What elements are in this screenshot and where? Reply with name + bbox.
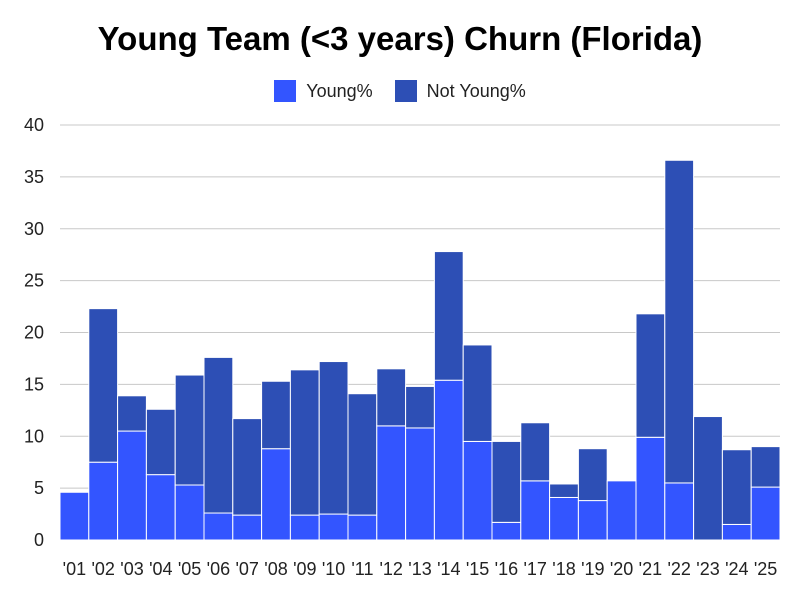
- bar-young: [174, 484, 205, 541]
- x-tick-label: '25: [754, 559, 777, 579]
- bar-not-young: [577, 448, 608, 502]
- x-tick-label: '15: [466, 559, 489, 579]
- bar-young: [606, 480, 637, 541]
- y-tick-label: 15: [24, 374, 44, 394]
- legend-item-not-young: Not Young%: [394, 80, 526, 102]
- bar-not-young: [462, 344, 493, 442]
- y-tick-label: 10: [24, 426, 44, 446]
- x-tick-label: '18: [552, 559, 575, 579]
- x-tick-label: '06: [207, 559, 230, 579]
- legend-swatch-young: [274, 80, 297, 102]
- bar-young: [88, 461, 119, 541]
- bar-young: [318, 513, 349, 541]
- x-tick-label: '17: [523, 559, 546, 579]
- bar-not-young: [318, 361, 349, 515]
- bar-not-young: [405, 385, 435, 429]
- bar-young: [261, 448, 291, 541]
- x-tick-label: '20: [610, 559, 633, 579]
- bar-young: [433, 379, 464, 541]
- x-tick-label: '13: [408, 559, 431, 579]
- bar-not-young: [664, 159, 695, 484]
- bar-young: [491, 521, 522, 541]
- x-tick-label: '24: [725, 559, 748, 579]
- bar-not-young: [433, 251, 464, 381]
- legend-swatch-not-young: [394, 80, 417, 102]
- bar-not-young: [520, 422, 551, 482]
- bar-not-young: [232, 418, 263, 516]
- legend-item-young: Young%: [274, 80, 373, 102]
- x-tick-label: '07: [235, 559, 258, 579]
- bar-young: [750, 486, 781, 541]
- bar-young: [721, 523, 752, 541]
- x-tick-label: '03: [120, 559, 143, 579]
- x-tick-label: '08: [264, 559, 287, 579]
- x-tick-label: '14: [437, 559, 460, 579]
- x-tick-label: '22: [667, 559, 690, 579]
- x-tick-label: '05: [178, 559, 201, 579]
- x-tick-label: '04: [149, 559, 172, 579]
- bar-young: [549, 496, 579, 541]
- bar-young: [347, 514, 378, 541]
- bar-not-young: [376, 368, 407, 427]
- bar-not-young: [203, 356, 234, 514]
- y-tick-label: 35: [24, 167, 44, 187]
- x-tick-label: '23: [696, 559, 719, 579]
- x-tick-label: '10: [322, 559, 345, 579]
- bar-not-young: [145, 408, 176, 476]
- bar-not-young: [289, 369, 320, 516]
- bar-young: [405, 427, 435, 541]
- legend-label-not-young: Not Young%: [426, 80, 526, 101]
- bar-young: [520, 480, 551, 541]
- legend: Young% Not Young%: [0, 80, 800, 102]
- x-tick-label: '11: [351, 559, 373, 579]
- y-tick-label: 5: [34, 478, 44, 498]
- bar-not-young: [261, 380, 291, 450]
- bar-young: [635, 436, 666, 541]
- bar-not-young: [117, 395, 147, 432]
- bar-not-young: [347, 393, 378, 516]
- bar-not-young: [174, 374, 205, 486]
- bar-young: [117, 430, 147, 541]
- bar-not-young: [693, 416, 723, 541]
- y-tick-label: 30: [24, 219, 44, 239]
- x-tick-label: '01: [63, 559, 86, 579]
- x-tick-label: '09: [293, 559, 316, 579]
- legend-label-young: Young%: [306, 80, 373, 101]
- bar-not-young: [491, 440, 522, 523]
- bar-young: [462, 440, 493, 541]
- bar-young: [577, 500, 608, 541]
- x-tick-label: '21: [639, 559, 662, 579]
- bar-young: [59, 491, 90, 541]
- bar-not-young: [721, 449, 752, 525]
- y-tick-label: 40: [24, 115, 44, 135]
- bar-young: [289, 514, 320, 541]
- bar-young: [664, 482, 695, 541]
- x-tick-label: '16: [495, 559, 518, 579]
- y-tick-label: 25: [24, 271, 44, 291]
- chart-title: Young Team (<3 years) Churn (Florida): [97, 20, 703, 57]
- bar-young: [145, 474, 176, 541]
- y-tick-label: 0: [34, 530, 44, 550]
- x-tick-label: '12: [379, 559, 402, 579]
- bar-young: [376, 425, 407, 541]
- x-tick-label: '19: [581, 559, 604, 579]
- x-tick-label: '02: [91, 559, 114, 579]
- bar-not-young: [88, 308, 119, 463]
- bar-not-young: [750, 446, 781, 488]
- bar-not-young: [635, 313, 666, 438]
- y-tick-label: 20: [24, 323, 44, 343]
- bar-young: [232, 514, 263, 541]
- bar-not-young: [549, 483, 579, 498]
- bar-young: [203, 512, 234, 541]
